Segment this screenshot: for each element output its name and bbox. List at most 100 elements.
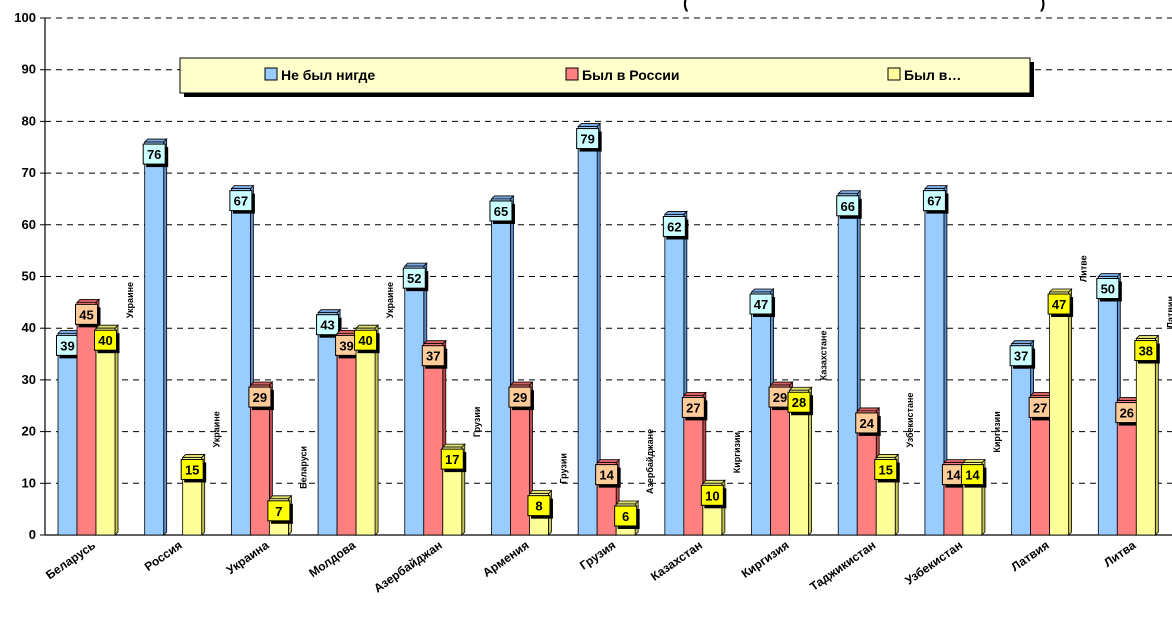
value-label: 67 [234,194,248,209]
value-label: 14 [965,468,980,483]
value-label-box [749,293,773,315]
x-tick-label: Казахстан [648,538,705,584]
value-label: 52 [407,271,421,286]
value-label-box [787,391,811,413]
value-label-box [1096,278,1120,299]
bar-side [374,324,379,536]
value-label-box [874,458,898,480]
bar-annotation: Грузии [472,407,482,438]
legend-swatch [887,67,901,81]
value-label: 24 [859,416,874,431]
x-tick-label: Молдова [306,538,358,580]
bar-annotation: Латвии [1165,296,1172,329]
value-label: 38 [1139,344,1153,359]
y-tick-label: 0 [29,527,36,542]
bar-annotation: Беларуси [298,446,308,489]
bar [1097,276,1118,536]
bar [491,198,511,536]
value-label-box [527,495,551,517]
bar-annotation: Грузии [558,453,568,484]
value-label: 29 [513,390,527,405]
bar-top [355,324,380,329]
x-tick-label: Киргизия [739,538,792,581]
bar-side [114,324,119,536]
bar-top [1135,335,1160,339]
bar-top [615,500,640,505]
y-tick-label: 80 [22,113,36,128]
value-label-box [229,190,253,212]
value-label: 37 [426,349,440,364]
bar [837,193,858,536]
value-label: 39 [339,338,353,353]
bar-top [1048,288,1073,293]
legend-label: Не был нигде [281,67,375,83]
value-label: 29 [253,390,267,405]
bar [751,291,771,536]
value-label-box [489,200,513,222]
bar-annotation: Киргизии [732,432,742,473]
y-tick-label: 70 [22,165,36,180]
bar [57,332,78,536]
bar [924,188,945,536]
value-label: 76 [147,147,161,162]
value-label: 17 [445,452,459,467]
value-label: 62 [667,219,681,234]
bar-top [441,443,466,448]
x-tick-label: Литва [1101,538,1138,570]
y-tick-label: 20 [22,424,36,439]
bar [404,265,425,536]
x-tick-label: Россия [142,538,185,574]
value-label-box [421,345,445,367]
y-tick-label: 100 [14,10,36,25]
value-label-box [681,396,705,418]
bar-top [249,381,274,386]
value-label: 28 [792,395,806,410]
x-tick-label: Украина [224,538,272,577]
value-label: 14 [946,468,961,483]
value-label: 47 [1052,297,1066,312]
legend-label: Был в России [582,67,679,83]
bar [144,141,165,536]
bar-top [856,407,881,412]
bar [336,332,357,536]
bar [423,343,444,536]
value-label: 8 [535,499,542,514]
bar-side [1154,334,1159,536]
y-tick-label: 50 [22,269,36,284]
bar-top [317,309,342,314]
value-label: 45 [79,307,93,322]
bar-top [230,185,255,190]
value-label-box [1009,345,1033,367]
bar-top [961,459,986,464]
bar-top [577,123,602,127]
value-label: 7 [275,504,282,519]
bar [317,312,338,536]
value-label-box [614,505,638,527]
bar [683,395,704,536]
bar-top [837,190,862,195]
bar-top [942,459,967,464]
bar-side [1068,288,1073,536]
bar [789,389,809,536]
bar-top [682,392,707,396]
bar-annotation: Азербайджане [645,429,655,494]
value-label: 37 [1014,349,1028,364]
value-label: 27 [1033,400,1047,415]
value-label: 40 [98,333,112,348]
value-label-box [316,314,340,336]
value-label: 29 [773,390,787,405]
value-label: 26 [1120,406,1134,421]
bar [510,384,530,536]
value-label: 14 [599,468,614,483]
bar-top [750,288,775,293]
value-label-box [180,458,204,480]
bar-top [923,185,948,190]
bar-annotation: Литве [1079,255,1089,282]
bar [1011,343,1032,536]
y-tick-label: 90 [22,62,36,77]
bar-top [875,454,900,458]
value-label: 79 [580,132,594,147]
value-label-box [836,195,860,217]
bar-top [663,211,688,215]
